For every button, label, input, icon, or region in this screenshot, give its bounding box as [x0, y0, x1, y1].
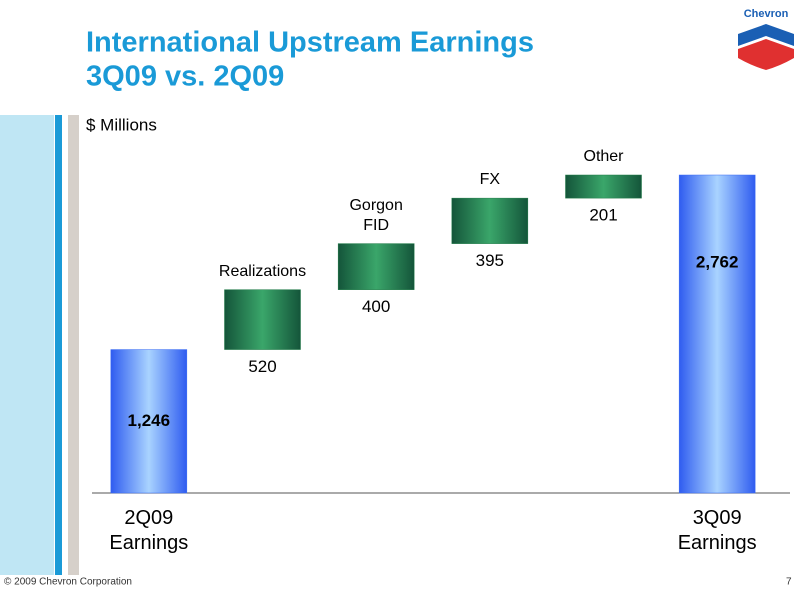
logo: Chevron: [738, 8, 794, 70]
side-band: [0, 115, 54, 575]
value-label: 2,762: [696, 252, 739, 271]
delta-bar: [451, 197, 529, 244]
category-label: Realizations: [218, 262, 307, 280]
delta-bar: [337, 243, 415, 290]
value-label: 400: [362, 297, 390, 316]
value-label: 520: [248, 357, 276, 376]
category-label: 3Q09 Earnings: [677, 507, 757, 554]
delta-bar: [565, 174, 642, 199]
chart-subtitle: 3Q09 vs. 2Q09: [86, 61, 284, 93]
category-label: 2Q09 Earnings: [109, 507, 189, 554]
value-label: 395: [476, 251, 504, 270]
total-bar: [110, 349, 188, 494]
category-label: Gorgon FID: [349, 196, 403, 234]
chart-title: International Upstream Earnings: [86, 27, 534, 59]
unit-label: $ Millions: [86, 115, 157, 134]
logo-text: Chevron: [744, 8, 789, 20]
category-label: Other: [583, 148, 624, 165]
footer: © 2009 Chevron Corporation: [4, 577, 132, 588]
total-bar: [678, 174, 756, 494]
page-number: 7: [786, 577, 792, 588]
value-label: 1,246: [128, 411, 171, 430]
side-stripe: [68, 115, 79, 575]
delta-bar: [224, 289, 301, 350]
side-stripe: [55, 115, 62, 575]
value-label: 201: [589, 206, 617, 225]
category-label: FX: [479, 171, 501, 189]
